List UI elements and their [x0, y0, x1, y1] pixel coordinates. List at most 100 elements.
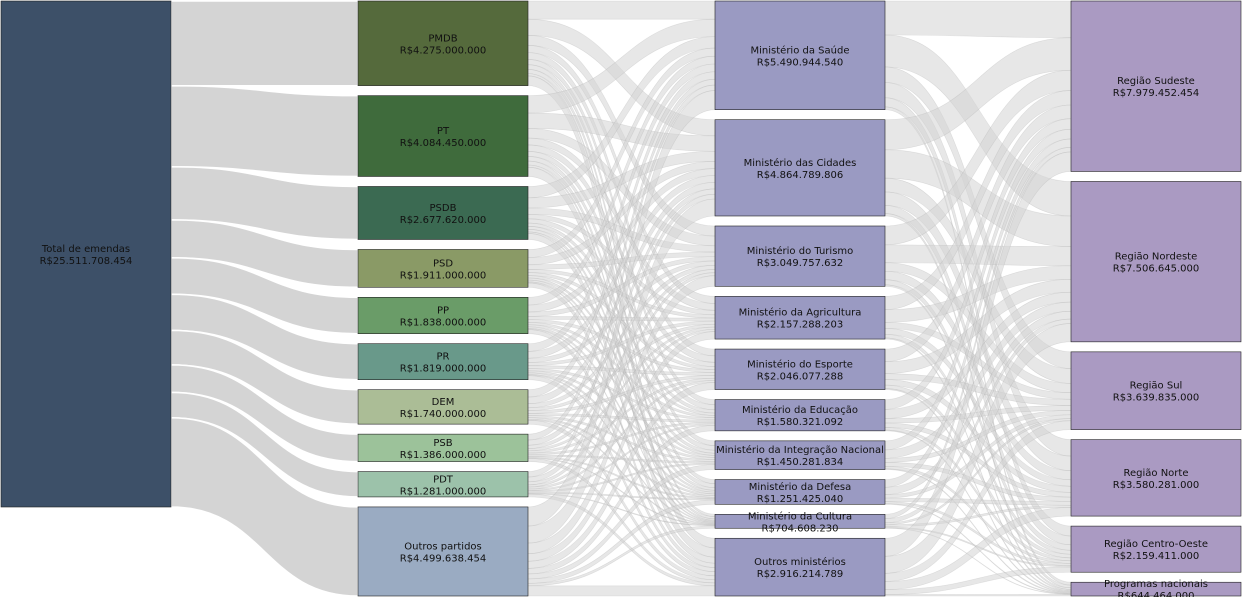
- node-name-outros_ministerios: Outros ministérios: [754, 556, 846, 568]
- node-name-sul: Região Sul: [1130, 381, 1183, 392]
- node-rect-educacao[interactable]: [714, 399, 886, 432]
- node-name-turismo: Ministério do Turismo: [747, 245, 854, 257]
- node-name-integracao: Ministério da Integração Nacional: [716, 444, 884, 456]
- node-name-psd: PSD: [433, 258, 453, 269]
- node-rect-esporte[interactable]: [714, 348, 886, 390]
- node-rect-psdb[interactable]: [357, 186, 529, 240]
- node-value-nordeste: R$7.506.645.000: [1113, 264, 1199, 275]
- node-value-total: R$25.511.708.454: [40, 256, 133, 267]
- node-rect-cultura[interactable]: [714, 514, 886, 529]
- node-value-saude: R$5.490.944.540: [757, 57, 843, 68]
- node-rect-pt[interactable]: [357, 95, 529, 177]
- node-value-psd: R$1.911.000.000: [400, 270, 486, 281]
- flow-link-saude-sudeste: [884, 0, 1072, 38]
- node-rect-psb[interactable]: [357, 433, 529, 462]
- node-name-programas_nacionais: Programas nacionais: [1104, 579, 1208, 590]
- node-value-pmdb: R$4.275.000.000: [400, 45, 486, 56]
- flow-link-total-pt: [170, 85, 359, 178]
- node-rect-pmdb[interactable]: [357, 0, 529, 86]
- node-value-esporte: R$2.046.077.288: [757, 371, 843, 382]
- node-integracao[interactable]: Ministério da Integração NacionalR$1.450…: [714, 440, 886, 470]
- node-rect-cidades[interactable]: [714, 119, 886, 217]
- node-pp[interactable]: PPR$1.838.000.000: [357, 297, 529, 334]
- node-name-psdb: PSDB: [430, 203, 457, 214]
- node-rect-pp[interactable]: [357, 297, 529, 334]
- node-value-programas_nacionais: R$644.464.000: [1118, 591, 1195, 597]
- node-name-defesa: Ministério da Defesa: [749, 481, 852, 493]
- node-rect-outros_ministerios[interactable]: [714, 537, 886, 597]
- node-pt[interactable]: PTR$4.084.450.000: [357, 95, 529, 177]
- node-rect-outros_partidos[interactable]: [357, 506, 529, 597]
- node-value-centro_oeste: R$2.159.411.000: [1113, 551, 1199, 562]
- node-value-agricultura: R$2.157.288.203: [757, 320, 843, 331]
- node-name-pdt: PDT: [433, 474, 454, 485]
- node-name-pmdb: PMDB: [428, 33, 457, 44]
- flow-link-outros_ministerios-programas_nacionais: [884, 594, 1072, 597]
- node-value-cultura: R$704.608.230: [762, 523, 839, 534]
- node-rect-sudeste[interactable]: [1070, 0, 1242, 172]
- node-name-psb: PSB: [433, 438, 452, 449]
- node-value-cidades: R$4.864.789.806: [757, 170, 843, 181]
- node-pr[interactable]: PRR$1.819.000.000: [357, 343, 529, 380]
- node-name-agricultura: Ministério da Agricultura: [739, 307, 862, 319]
- node-name-cultura: Ministério da Cultura: [748, 510, 852, 522]
- flow-link-outros_partidos-outros_ministerios: [527, 585, 716, 597]
- node-rect-pr[interactable]: [357, 343, 529, 380]
- node-rect-dem[interactable]: [357, 389, 529, 425]
- node-rect-norte[interactable]: [1070, 439, 1242, 517]
- links-layer: [170, 0, 1072, 597]
- node-rect-nordeste[interactable]: [1070, 181, 1242, 343]
- node-rect-turismo[interactable]: [714, 225, 886, 287]
- node-name-dem: DEM: [432, 397, 455, 408]
- node-value-pp: R$1.838.000.000: [400, 317, 486, 328]
- node-name-centro_oeste: Região Centro-Oeste: [1104, 539, 1208, 550]
- node-rect-total[interactable]: [0, 0, 172, 508]
- node-rect-defesa[interactable]: [714, 479, 886, 505]
- node-rect-integracao[interactable]: [714, 440, 886, 470]
- node-rect-centro_oeste[interactable]: [1070, 525, 1242, 573]
- node-value-educacao: R$1.580.321.092: [757, 417, 843, 428]
- node-value-psdb: R$2.677.620.000: [400, 215, 486, 226]
- node-name-cidades: Ministério das Cidades: [744, 157, 857, 169]
- node-name-esporte: Ministério do Esporte: [747, 358, 853, 370]
- node-value-turismo: R$3.049.757.632: [757, 258, 843, 269]
- node-value-outros_partidos: R$4.499.638.454: [400, 553, 486, 564]
- node-rect-programas_nacionais[interactable]: [1070, 581, 1242, 597]
- node-rect-psd[interactable]: [357, 249, 529, 288]
- node-value-defesa: R$1.251.425.040: [757, 494, 843, 505]
- node-rect-pdt[interactable]: [357, 471, 529, 498]
- node-rect-agricultura[interactable]: [714, 296, 886, 340]
- node-rect-saude[interactable]: [714, 0, 886, 110]
- node-value-norte: R$3.580.281.000: [1113, 480, 1199, 491]
- node-value-psb: R$1.386.000.000: [400, 450, 486, 461]
- node-value-pr: R$1.819.000.000: [400, 364, 486, 375]
- node-name-pp: PP: [437, 305, 449, 316]
- node-rect-sul[interactable]: [1070, 351, 1242, 430]
- node-value-sul: R$3.639.835.000: [1113, 393, 1199, 404]
